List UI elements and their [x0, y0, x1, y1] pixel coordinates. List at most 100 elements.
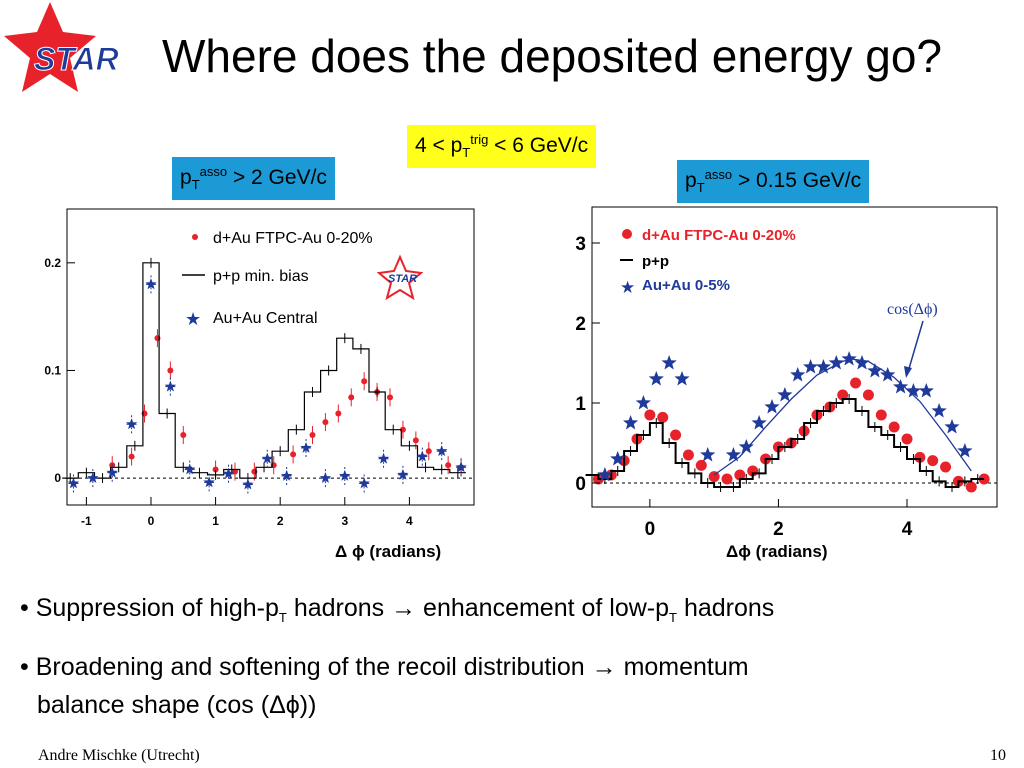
auau-point: [597, 467, 613, 482]
auau-point: [203, 476, 215, 488]
x-tick-label: 0: [645, 519, 656, 540]
bullet-broadening: • Broadening and softening of the recoil…: [20, 653, 749, 681]
trigger-range-box: 4 < pTtrig < 6 GeV/c: [407, 125, 597, 169]
auau-point: [700, 447, 716, 462]
auau-point: [905, 383, 921, 398]
dau-point: [927, 455, 939, 467]
star-logo-text: STAR: [34, 41, 119, 77]
auau-point: [648, 371, 664, 386]
dau-point: [335, 410, 342, 417]
dau-point: [445, 462, 452, 469]
auau-point: [867, 363, 883, 378]
dau-point: [670, 429, 682, 441]
x-tick-label: 1: [212, 514, 219, 528]
x-tick-label: 3: [341, 514, 348, 528]
auau-point: [623, 415, 639, 430]
cos-annotation-arrow: [907, 320, 924, 373]
dau-point: [875, 409, 887, 421]
auau-point: [944, 419, 960, 434]
dau-point: [348, 394, 355, 401]
dau-point: [721, 473, 733, 485]
legend-label-dau: d+Au FTPC-Au 0-20%: [213, 230, 373, 247]
cos-curve: [713, 358, 972, 476]
auau-point: [377, 452, 390, 464]
auau-point: [610, 451, 626, 466]
dau-point: [387, 394, 394, 401]
x-tick-label: 2: [277, 514, 284, 528]
cos-annotation-arrowhead: [904, 366, 912, 378]
dau-point: [708, 471, 720, 483]
dau-point: [212, 466, 219, 473]
auau-point: [854, 355, 870, 370]
dau-point: [695, 459, 707, 471]
auau-point: [661, 355, 677, 370]
auau-point: [106, 466, 118, 478]
y-tick-label: 0: [575, 474, 586, 495]
page-title: Where does the deposited energy go?: [162, 30, 942, 82]
dau-point: [322, 419, 329, 426]
dau-point: [644, 409, 656, 421]
auau-point: [815, 359, 831, 374]
star-mini-logo-shape: [376, 254, 424, 301]
dau-point: [231, 468, 238, 475]
auau-point: [635, 395, 651, 410]
left-chart-xlabel: Δ ϕ (radians): [335, 542, 441, 561]
auau-point: [125, 418, 138, 430]
dau-point: [167, 367, 174, 374]
dau-point: [888, 421, 900, 433]
dau-point: [657, 411, 669, 423]
dau-point: [965, 481, 977, 493]
dau-point: [180, 432, 187, 439]
star-mini-logo-text: STAR: [388, 273, 417, 285]
auau-point: [184, 463, 196, 475]
legend-label-dau-right: d+Au FTPC-Au 0-20%: [642, 227, 796, 244]
star-logo: STAR: [4, 2, 119, 92]
auau-point: [893, 379, 909, 394]
auau-point: [931, 403, 947, 418]
auau-point: [957, 443, 973, 458]
auau-point: [261, 452, 273, 464]
auau-point: [222, 467, 235, 479]
auau-point: [164, 380, 177, 392]
y-tick-label: 0: [54, 471, 61, 485]
dau-point: [914, 451, 926, 463]
left-chart: -1 0 1 2 3 4 0 0.1 0.2 Δ ϕ (radians) d+Au FTPC-A…: [44, 208, 475, 561]
pp-histogram: [585, 398, 985, 488]
auau-point: [358, 477, 370, 489]
auau-point: [67, 477, 80, 489]
legend-marker-dau: [192, 234, 198, 240]
pp-histogram: [62, 262, 466, 479]
auau-point: [790, 367, 806, 382]
dau-point: [850, 377, 862, 389]
legend-marker-auau: ★: [185, 309, 201, 329]
cos-annotation: cos(Δϕ): [887, 301, 938, 318]
page-number: 10: [990, 747, 1006, 764]
auau-point: [319, 472, 332, 483]
auau-point: [87, 472, 99, 483]
left-chart-frame: [66, 208, 475, 506]
auau-point: [455, 461, 467, 473]
dau-point: [290, 451, 297, 458]
footer-author: Andre Mischke (Utrecht): [38, 747, 200, 764]
auau-point: [280, 469, 293, 481]
y-tick-label: 0.2: [44, 256, 61, 270]
dau-point: [978, 473, 990, 485]
right-assoc-range-box: pTasso > 0.15 GeV/c: [677, 160, 870, 204]
auau-point: [880, 367, 896, 382]
auau-point: [145, 278, 157, 290]
auau-point: [674, 371, 690, 386]
auau-point: [828, 355, 844, 370]
x-tick-label: 4: [406, 514, 413, 528]
y-tick-label: 3: [575, 234, 586, 255]
dau-point: [862, 389, 874, 401]
bullet-suppression: • Suppression of high-pT hadrons → enhan…: [20, 594, 775, 625]
dau-point: [361, 378, 368, 385]
auau-point: [777, 387, 793, 402]
auau-point: [242, 478, 254, 490]
left-assoc-range-box: pTasso > 2 GeV/c: [172, 157, 335, 201]
auau-point: [918, 383, 934, 398]
auau-point: [764, 399, 780, 414]
dau-point: [901, 433, 913, 445]
dau-point: [682, 449, 694, 461]
